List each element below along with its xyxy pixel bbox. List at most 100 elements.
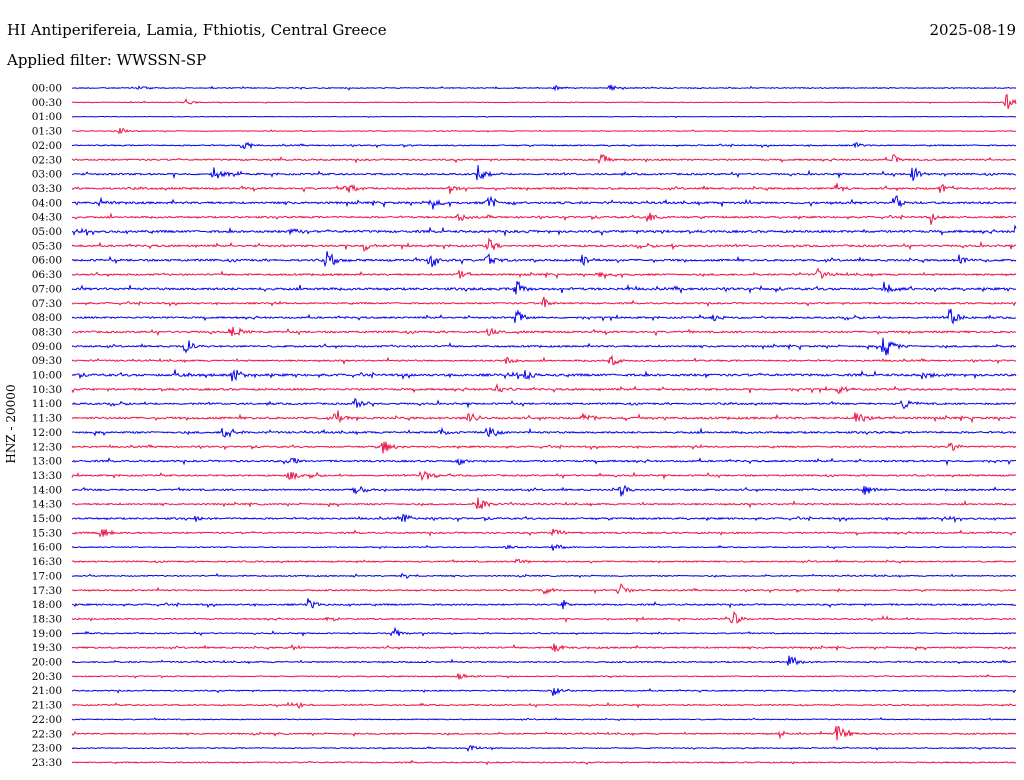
time-tick-label: 18:30 (32, 613, 62, 625)
trace-row-0100 (71, 115, 1017, 119)
trace-row-1930 (71, 643, 1017, 652)
trace-row-1000 (71, 369, 1017, 382)
time-tick-label: 18:00 (32, 599, 62, 611)
trace-row-0000 (71, 84, 1017, 92)
time-tick-label: 13:00 (32, 456, 62, 468)
trace-row-0430 (71, 212, 1017, 225)
time-tick-label: 00:00 (32, 83, 62, 95)
trace-row-0630 (71, 267, 1017, 280)
trace-row-0730 (71, 296, 1017, 308)
time-tick-label: 10:00 (32, 370, 62, 382)
time-tick-label: 13:30 (32, 470, 62, 482)
trace-row-1230 (71, 441, 1017, 454)
time-tick-label: 15:30 (32, 527, 62, 539)
time-tick-label: 23:00 (32, 743, 62, 755)
trace-row-1400 (71, 484, 1017, 497)
trace-row-2330 (71, 759, 1017, 766)
time-tick-label: 14:30 (32, 499, 62, 511)
time-tick-label: 11:30 (32, 413, 62, 425)
trace-row-0530 (71, 237, 1017, 252)
time-tick-label: 16:00 (32, 542, 62, 554)
time-tick-label: 19:30 (32, 642, 62, 654)
time-tick-label: 20:00 (32, 657, 62, 669)
time-tick-label: 08:30 (32, 326, 62, 338)
filter-label: Applied filter: WWSSN-SP (7, 51, 207, 69)
time-tick-label: 05:30 (32, 240, 62, 252)
trace-row-0330 (71, 183, 1017, 194)
trace-row-1800 (71, 598, 1017, 610)
trace-row-1530 (71, 528, 1017, 538)
trace-row-1630 (71, 558, 1017, 564)
time-tick-label: 10:30 (32, 384, 62, 396)
time-tick-label: 00:30 (32, 97, 62, 109)
trace-row-1700 (71, 572, 1017, 580)
time-tick-label: 12:00 (32, 427, 62, 439)
time-tick-label: 02:30 (32, 154, 62, 166)
time-tick-label: 03:30 (32, 183, 62, 195)
time-tick-label: 04:00 (32, 197, 62, 209)
trace-row-1130 (71, 410, 1017, 424)
trace-row-0830 (71, 326, 1017, 337)
time-tick-label: 22:30 (32, 728, 62, 740)
trace-row-2300 (71, 745, 1017, 752)
trace-layer (71, 84, 1017, 766)
time-tick-label: 21:00 (32, 685, 62, 697)
trace-row-1430 (71, 497, 1017, 510)
trace-row-1030 (71, 383, 1017, 395)
time-tick-label: 21:30 (32, 700, 62, 712)
trace-row-1500 (71, 514, 1017, 524)
station-title: HI Antiperifereia, Lamia, Fthiotis, Cent… (7, 21, 387, 39)
trace-row-2030 (71, 672, 1017, 680)
trace-row-2100 (71, 687, 1017, 696)
time-tick-label: 23:30 (32, 757, 62, 769)
trace-row-0230 (71, 153, 1017, 165)
time-tick-label: 14:00 (32, 484, 62, 496)
trace-row-0130 (71, 127, 1017, 135)
trace-row-0600 (71, 251, 1017, 268)
time-tick-label: 17:30 (32, 585, 62, 597)
trace-row-1900 (71, 626, 1017, 637)
date-label: 2025-08-19 (929, 21, 1016, 39)
time-tick-label: 05:00 (32, 226, 62, 238)
trace-row-0300 (71, 165, 1017, 181)
time-tick-label: 22:00 (32, 714, 62, 726)
trace-row-0700 (71, 281, 1017, 295)
trace-row-1200 (71, 426, 1017, 439)
trace-row-2000 (71, 655, 1017, 666)
trace-row-2130 (71, 701, 1017, 710)
time-tick-label: 02:00 (32, 140, 62, 152)
time-tick-label: 11:00 (32, 398, 62, 410)
time-tick-label: 12:30 (32, 441, 62, 453)
time-tick-label: 03:00 (32, 169, 62, 181)
trace-row-2200 (71, 716, 1017, 722)
trace-row-0400 (72, 195, 1017, 210)
time-tick-label: 09:00 (32, 341, 62, 353)
trace-row-1330 (71, 470, 1017, 482)
trace-row-1300 (71, 457, 1017, 467)
trace-row-1830 (71, 610, 1017, 624)
trace-row-1100 (71, 397, 1017, 410)
time-tick-label: 19:00 (32, 628, 62, 640)
time-tick-label: 07:30 (32, 298, 62, 310)
trace-row-1730 (71, 583, 1017, 595)
trace-row-0800 (71, 308, 1017, 325)
trace-row-0900 (71, 337, 1017, 356)
time-tick-labels: 00:00 00:30 01:00 01:30 02:00 02:30 03:00 03:30… (32, 83, 62, 769)
time-tick-label: 06:00 (32, 255, 62, 267)
time-tick-label: 04:30 (32, 212, 62, 224)
time-tick-label: 01:00 (32, 111, 62, 123)
time-tick-label: 09:30 (32, 355, 62, 367)
time-tick-label: 15:00 (32, 513, 62, 525)
time-tick-label: 07:00 (32, 283, 62, 295)
time-tick-label: 16:30 (32, 556, 62, 568)
trace-row-1600 (71, 543, 1017, 551)
time-tick-label: 20:30 (32, 671, 62, 683)
time-tick-label: 08:00 (32, 312, 62, 324)
trace-row-0500 (71, 224, 1017, 237)
time-tick-label: 17:00 (32, 570, 62, 582)
trace-row-0930 (71, 354, 1017, 366)
trace-row-0200 (71, 141, 1017, 150)
trace-row-0030 (71, 93, 1017, 109)
time-tick-label: 01:30 (32, 126, 62, 138)
